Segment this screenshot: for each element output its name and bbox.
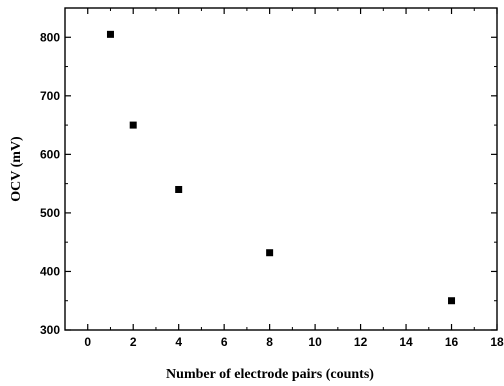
data-point (266, 249, 274, 257)
y-tick-label: 500 (40, 206, 60, 220)
x-tick-label: 14 (399, 335, 413, 349)
x-tick-label: 16 (445, 335, 459, 349)
y-tick-label: 600 (40, 147, 60, 161)
ticks-layer: 0 2 4 6 8 10 12 14 16 18 300 400 500 600 700 800 (40, 7, 504, 349)
x-tick-label: 0 (84, 335, 91, 349)
x-tick-label: 6 (221, 335, 228, 349)
x-tick-label: 8 (266, 335, 273, 349)
x-tick-label: 18 (490, 335, 504, 349)
data-point (129, 121, 137, 129)
y-tick-label: 700 (40, 89, 60, 103)
x-axis-title: Number of electrode pairs (counts) (166, 367, 374, 382)
data-point (175, 185, 183, 193)
data-point (448, 297, 456, 305)
y-tick-label: 800 (40, 30, 60, 44)
y-tick-label: 300 (40, 323, 60, 337)
data-point (106, 30, 114, 38)
x-tick-label: 4 (175, 335, 182, 349)
y-axis-title: OCV (mV) (9, 136, 24, 202)
marks-layer (106, 30, 456, 305)
plot-frame (64, 7, 498, 331)
y-tick-label: 400 (40, 264, 60, 278)
x-tick-label: 10 (308, 335, 322, 349)
x-tick-label: 12 (354, 335, 368, 349)
x-tick-label: 2 (130, 335, 137, 349)
